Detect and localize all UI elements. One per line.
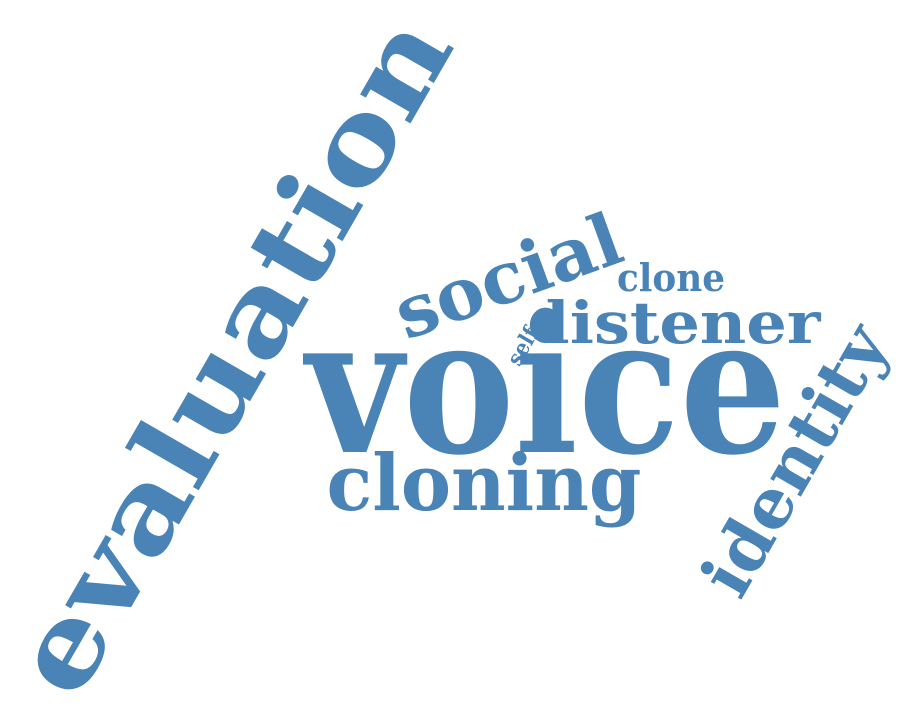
word-listener: listener <box>546 289 823 357</box>
word-cloning: cloning <box>327 438 642 529</box>
word-clone: clone <box>617 255 725 300</box>
word-voice: voice <box>302 274 786 497</box>
